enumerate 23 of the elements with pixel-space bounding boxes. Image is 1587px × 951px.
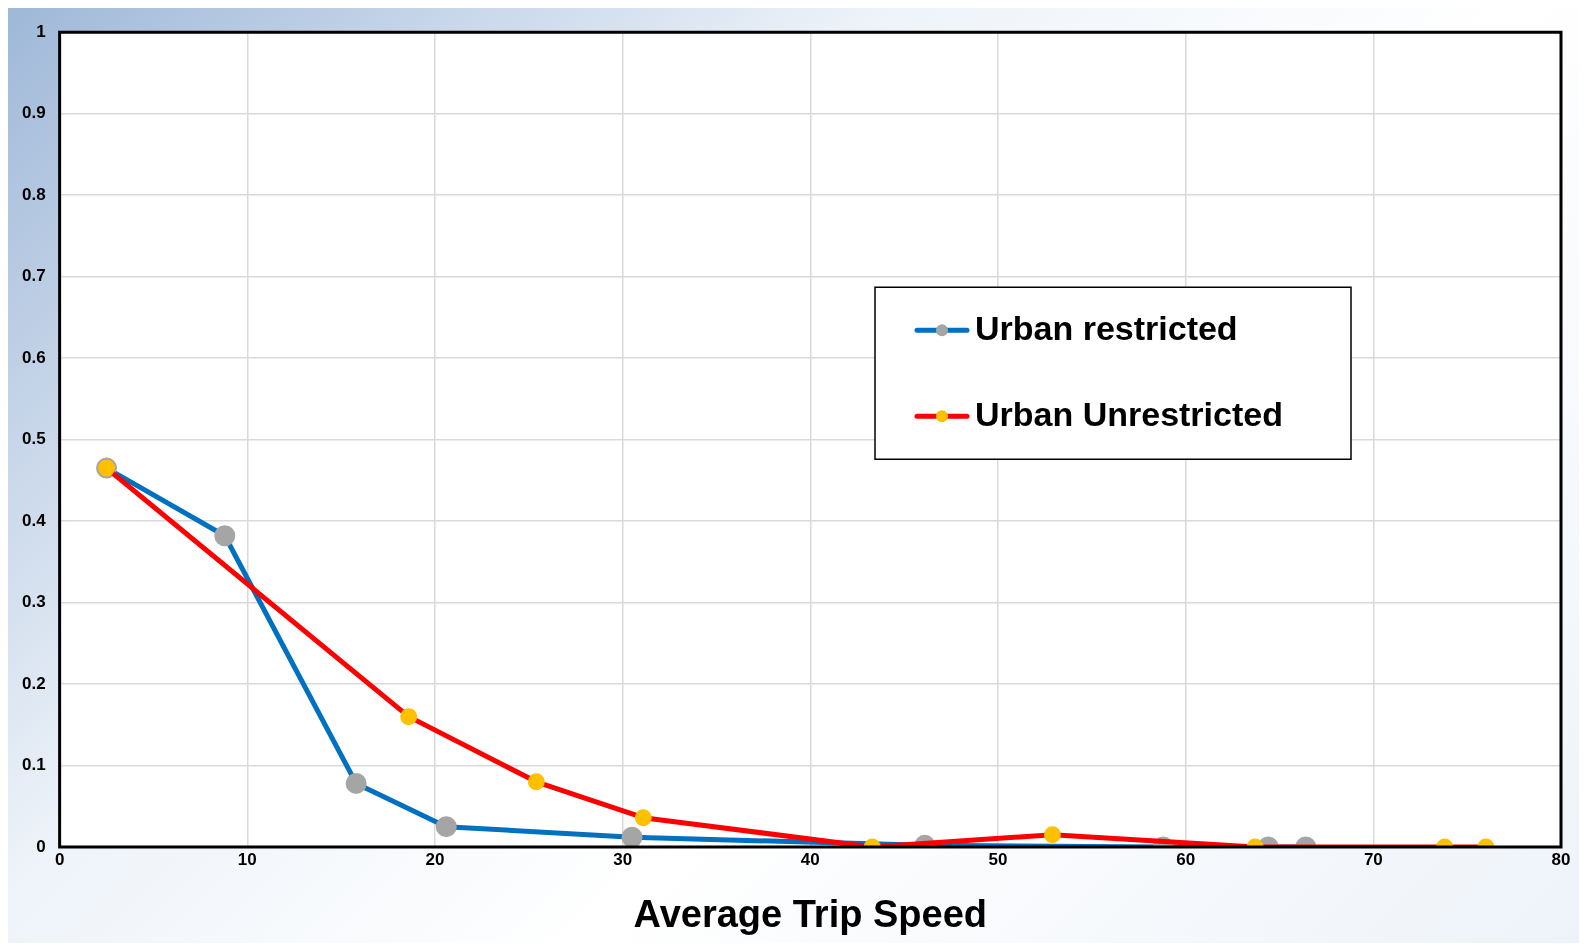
y-tick-label: 0.4 (21, 510, 47, 530)
x-tick-label: 20 (425, 849, 445, 869)
x-tick-label: 50 (988, 849, 1008, 869)
x-tick-label: 70 (1363, 849, 1383, 869)
y-tick-label: 1 (36, 21, 46, 41)
y-tick-label: 0.3 (21, 592, 46, 612)
y-tick-label: 0.8 (21, 184, 46, 204)
y-tick-label: 0 (36, 836, 46, 856)
x-tick-label: 60 (1176, 849, 1196, 869)
y-tick-label: 0.1 (21, 755, 46, 775)
y-tick-label: 0.9 (21, 103, 46, 123)
legend-label: Urban restricted (975, 308, 1238, 347)
y-tick-label: 0.2 (21, 673, 46, 693)
x-tick-label: 30 (613, 849, 633, 869)
y-tick-label: 0.7 (21, 266, 46, 286)
x-tick-label: 80 (1551, 849, 1571, 869)
x-tick-label: 0 (54, 849, 65, 869)
y-tick-label: 0.5 (21, 429, 46, 449)
x-tick-label: 40 (800, 849, 820, 869)
legend-label: Urban Unrestricted (975, 394, 1283, 433)
y-tick-label: 0.6 (21, 347, 46, 367)
x-axis-title: Average Trip Speed (633, 892, 988, 935)
x-tick-label: 10 (237, 849, 257, 869)
